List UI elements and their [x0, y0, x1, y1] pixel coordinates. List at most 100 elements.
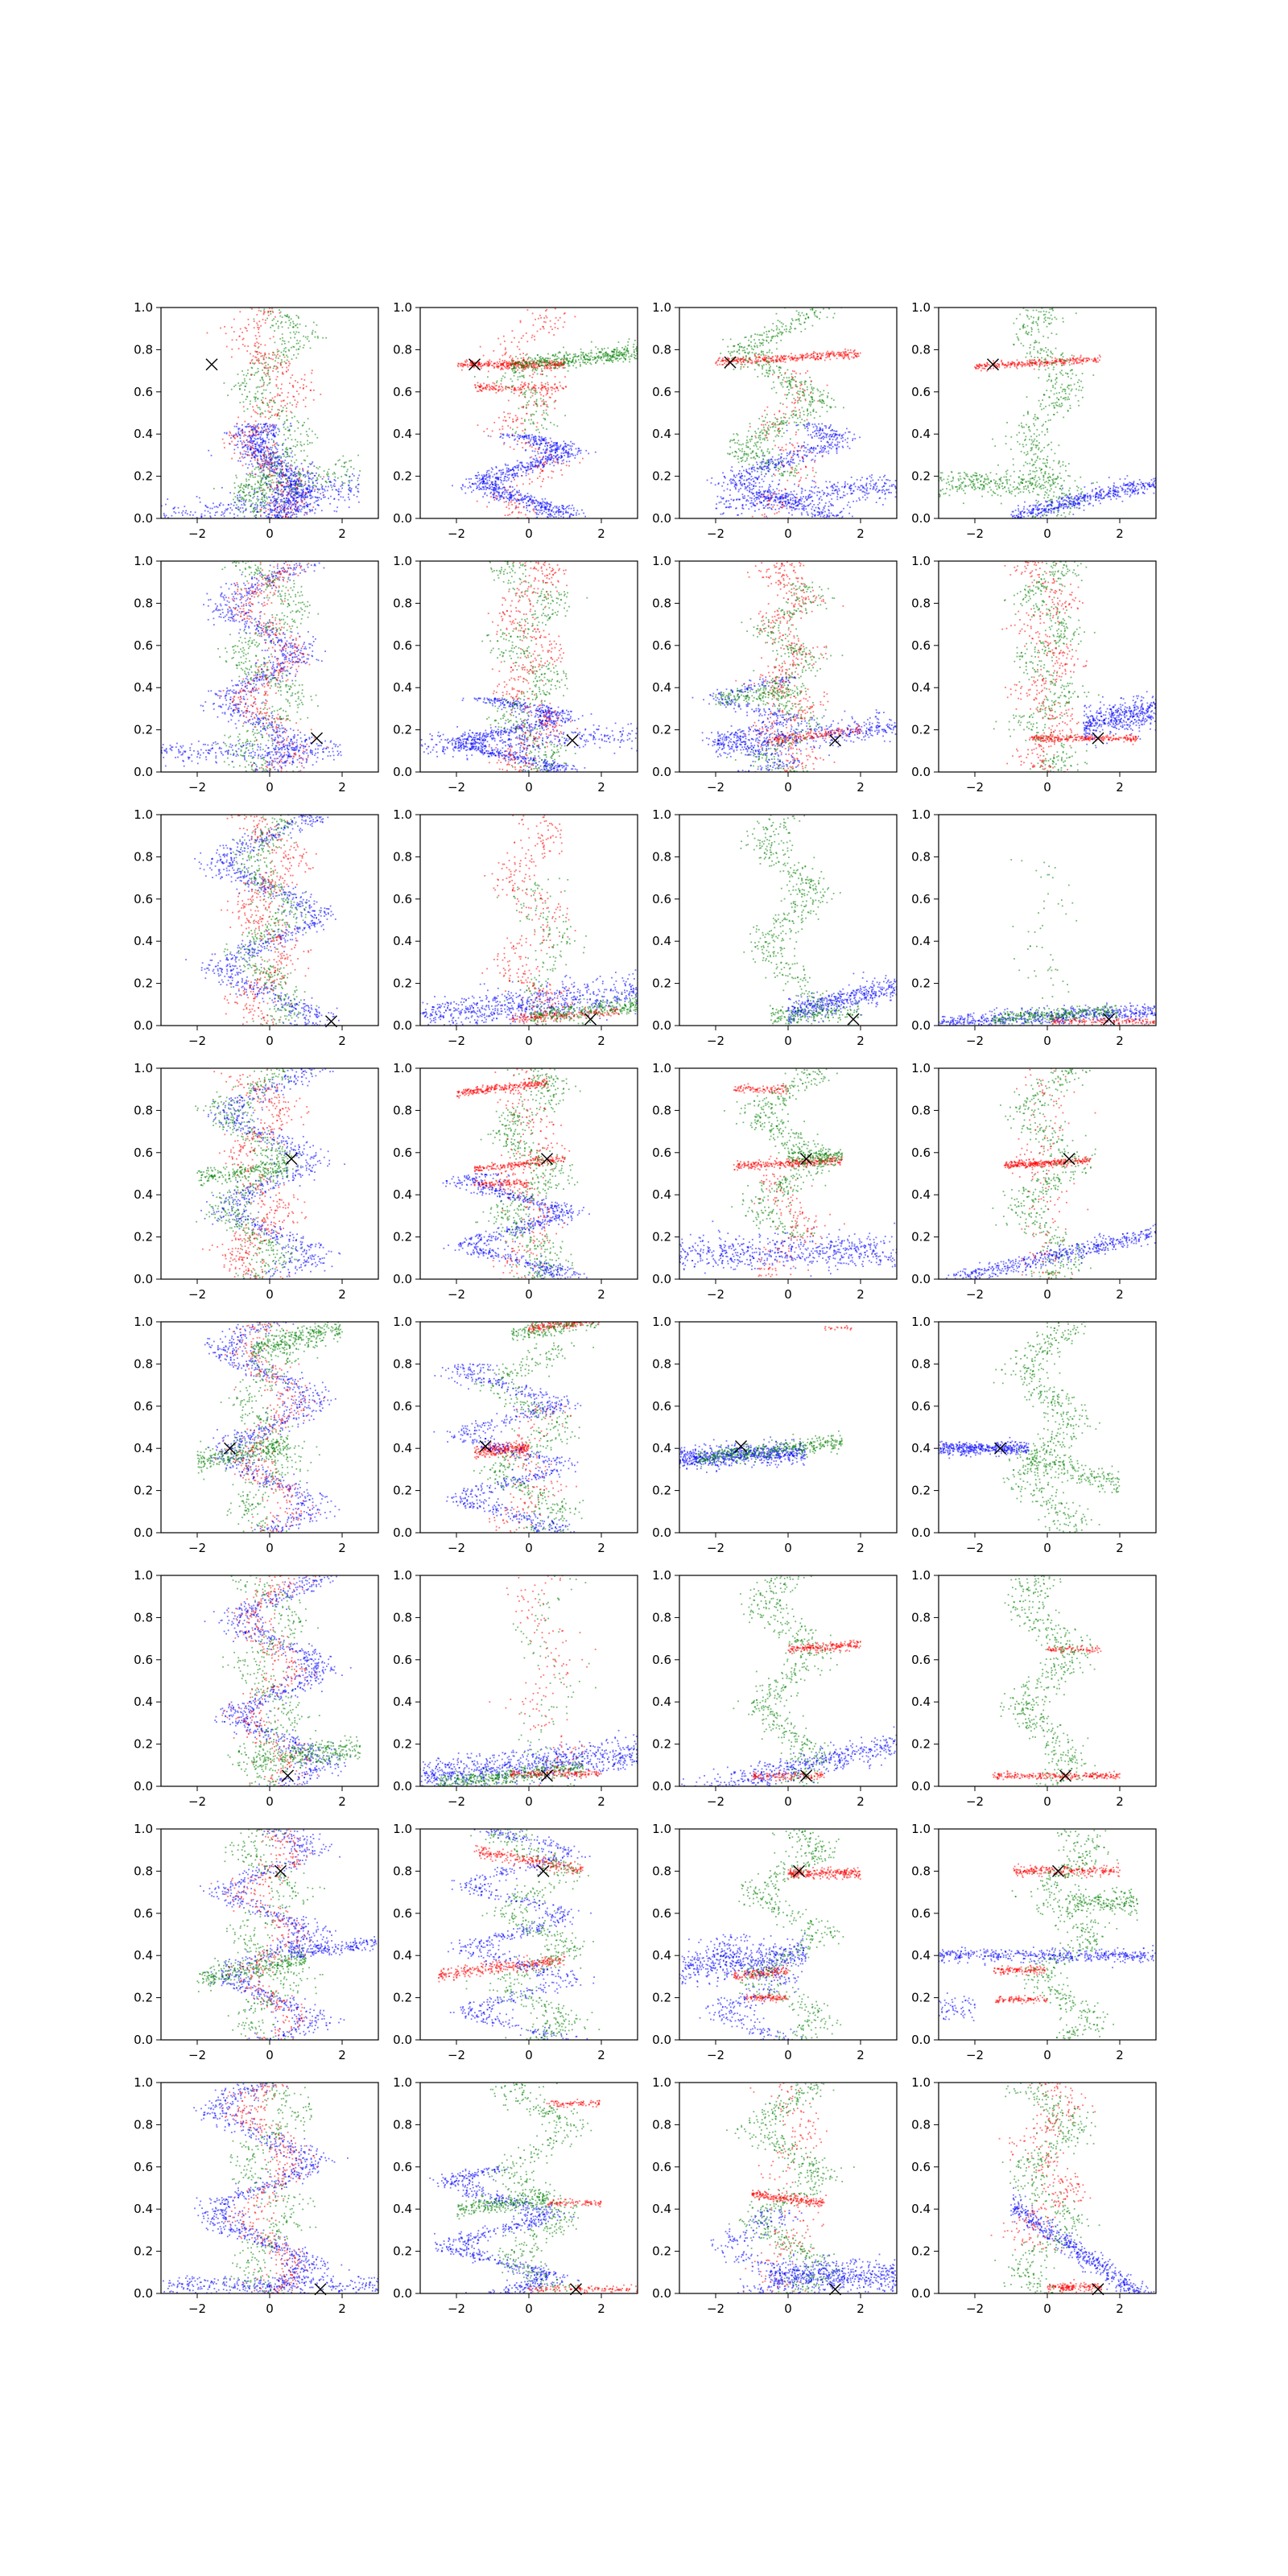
- point: [276, 448, 279, 451]
- point: [292, 326, 295, 328]
- point: [270, 459, 272, 461]
- point: [303, 485, 305, 486]
- point: [503, 497, 505, 499]
- point: [295, 513, 298, 515]
- point: [510, 363, 513, 365]
- point: [547, 502, 548, 504]
- point: [262, 401, 264, 403]
- point: [256, 455, 258, 457]
- point: [539, 452, 542, 454]
- point: [533, 465, 535, 468]
- point: [780, 354, 782, 357]
- point: [541, 384, 543, 386]
- point: [549, 368, 551, 369]
- point: [502, 469, 504, 471]
- point: [245, 386, 247, 387]
- point: [539, 356, 542, 357]
- point: [299, 504, 301, 506]
- point: [287, 361, 290, 363]
- point: [522, 436, 524, 437]
- point: [563, 452, 564, 454]
- point: [515, 419, 518, 421]
- point: [462, 485, 464, 487]
- point: [246, 423, 249, 425]
- point: [283, 356, 286, 358]
- point: [547, 510, 550, 513]
- point: [290, 515, 292, 518]
- point: [558, 514, 560, 516]
- point: [532, 421, 535, 423]
- point: [303, 444, 305, 445]
- point: [509, 362, 511, 365]
- point: [546, 451, 548, 453]
- point: [161, 505, 163, 507]
- point: [332, 473, 334, 475]
- point: [537, 448, 539, 450]
- point: [485, 489, 487, 490]
- point: [510, 499, 513, 502]
- point: [269, 489, 271, 490]
- point: [795, 358, 798, 360]
- point: [332, 489, 333, 491]
- point: [485, 362, 487, 364]
- point: [626, 350, 629, 353]
- point: [353, 468, 355, 470]
- point: [789, 357, 791, 360]
- point: [557, 446, 559, 448]
- cloud-red-3: [474, 381, 564, 395]
- point: [524, 428, 526, 431]
- point: [540, 440, 542, 442]
- point: [521, 475, 523, 477]
- point: [267, 367, 270, 369]
- point: [294, 454, 296, 456]
- point: [275, 489, 278, 491]
- point: [298, 317, 299, 319]
- point: [322, 491, 324, 493]
- point: [547, 476, 550, 478]
- point: [290, 473, 292, 475]
- point: [465, 478, 468, 481]
- point: [580, 452, 582, 454]
- point: [234, 384, 237, 386]
- point: [547, 456, 550, 458]
- point: [460, 365, 463, 367]
- point: [522, 466, 525, 469]
- point: [539, 472, 541, 474]
- point: [556, 454, 558, 456]
- point: [612, 359, 614, 361]
- point: [810, 357, 812, 358]
- point: [303, 473, 306, 476]
- point: [630, 353, 633, 356]
- point: [287, 516, 289, 518]
- point: [289, 456, 291, 458]
- point: [289, 324, 291, 326]
- point: [269, 471, 270, 473]
- point: [311, 489, 312, 492]
- point: [519, 499, 522, 502]
- point: [261, 411, 263, 414]
- point: [495, 467, 497, 469]
- point: [517, 434, 519, 436]
- point: [535, 364, 538, 365]
- point: [751, 362, 753, 365]
- point: [507, 364, 510, 366]
- point: [543, 462, 545, 464]
- point: [512, 359, 514, 361]
- point: [602, 353, 605, 355]
- point: [554, 407, 556, 410]
- point: [522, 386, 525, 387]
- point: [273, 470, 275, 473]
- point: [564, 321, 566, 324]
- point: [490, 385, 493, 387]
- point: [309, 442, 311, 444]
- point: [266, 447, 268, 448]
- point: [462, 365, 464, 367]
- point: [283, 426, 285, 428]
- point: [549, 451, 551, 453]
- point: [606, 359, 608, 361]
- point: [239, 328, 242, 330]
- point: [471, 364, 473, 366]
- point: [259, 379, 262, 382]
- point: [531, 334, 534, 336]
- point: [275, 431, 277, 434]
